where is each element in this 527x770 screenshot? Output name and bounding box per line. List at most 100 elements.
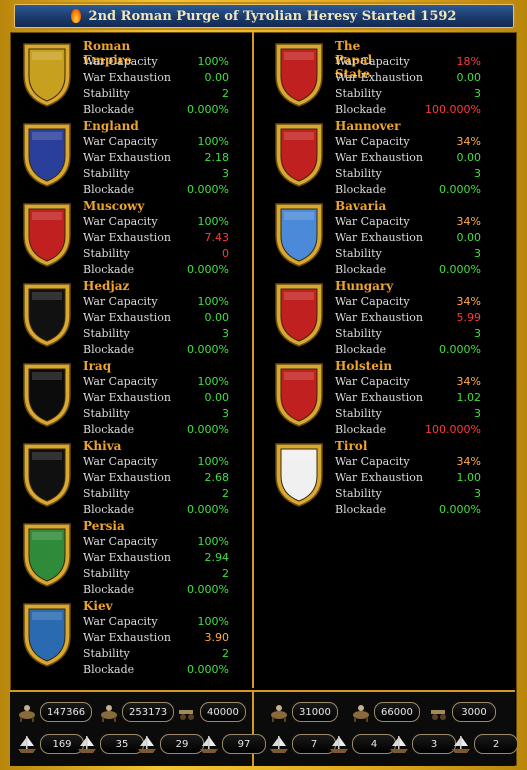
ship-unit[interactable]: 97 <box>198 734 266 754</box>
stability-row: Stability 2 <box>83 647 229 663</box>
stability-row: Stability 0 <box>83 247 229 263</box>
war-exhaustion-row: War Exhaustion 1.02 <box>335 391 481 407</box>
stability-label: Stability <box>83 647 130 660</box>
forces-bar: 147366 253173 40000 169 35 29 97 31000 66000 300… <box>10 690 518 766</box>
country-name[interactable]: The Papal State <box>335 39 373 81</box>
title-plate: 2nd Roman Purge of Tyrolian Heresy Start… <box>11 2 516 30</box>
war-capacity-label: War Capacity <box>83 615 158 628</box>
country-name[interactable]: Hedjaz <box>83 279 130 293</box>
infantry-unit[interactable]: 147366 <box>16 702 93 722</box>
ship-unit[interactable]: 169 <box>16 734 84 754</box>
stability-row: Stability 3 <box>83 167 229 183</box>
war-capacity-row: War Capacity 18% <box>335 55 481 71</box>
blockade-value: 0.000% <box>187 663 229 676</box>
war-capacity-row: War Capacity 34% <box>335 135 481 151</box>
blockade-value: 100.000% <box>425 103 481 116</box>
ship-unit[interactable]: 2 <box>450 734 518 754</box>
war-exhaustion-value: 2.68 <box>204 471 230 484</box>
ship-unit[interactable]: 35 <box>76 734 144 754</box>
war-exhaustion-row: War Exhaustion 0.00 <box>83 71 229 87</box>
war-capacity-value: 100% <box>197 215 229 228</box>
war-exhaustion-label: War Exhaustion <box>83 151 171 164</box>
ship-count: 2 <box>474 734 518 754</box>
double-cross-shield-icon[interactable] <box>270 280 328 348</box>
black-banner-shield-icon[interactable] <box>18 360 76 428</box>
war-capacity-row: War Capacity 100% <box>83 215 229 231</box>
war-capacity-value: 18% <box>456 55 481 68</box>
lion-sun-shield-icon[interactable] <box>18 520 76 588</box>
ship-unit[interactable]: 29 <box>136 734 204 754</box>
blockade-label: Blockade <box>335 343 387 356</box>
ship-unit[interactable]: 3 <box>388 734 456 754</box>
blockade-row: Blockade 0.000% <box>335 263 481 279</box>
infantry-count: 31000 <box>292 702 338 722</box>
blockade-label: Blockade <box>335 423 387 436</box>
country-name[interactable]: Hungary <box>335 279 394 293</box>
red-eagle-shield-icon[interactable] <box>270 440 328 508</box>
stability-row: Stability 3 <box>335 407 481 423</box>
blockade-value: 100.000% <box>425 423 481 436</box>
title-bar: 2nd Roman Purge of Tyrolian Heresy Start… <box>0 0 527 32</box>
war-capacity-row: War Capacity 34% <box>335 455 481 471</box>
war-capacity-row: War Capacity 100% <box>83 615 229 631</box>
war-exhaustion-row: War Exhaustion 0.00 <box>83 311 229 327</box>
warship-icon <box>200 736 218 753</box>
war-capacity-label: War Capacity <box>83 55 158 68</box>
galley-icon <box>18 736 36 753</box>
quartered-lions-shield-icon[interactable] <box>18 120 76 188</box>
country-name[interactable]: Bavaria <box>335 199 387 213</box>
blockade-label: Blockade <box>83 183 135 196</box>
artillery-unit[interactable]: 40000 <box>176 702 246 722</box>
war-exhaustion-label: War Exhaustion <box>335 151 423 164</box>
country-name[interactable]: Holstein <box>335 359 393 373</box>
country-name[interactable]: Iraq <box>83 359 112 373</box>
cavalry-unit[interactable]: 66000 <box>350 702 420 722</box>
war-capacity-row: War Capacity 100% <box>83 55 229 71</box>
blockade-value: 0.000% <box>439 343 481 356</box>
country-name[interactable]: Persia <box>83 519 125 533</box>
stability-row: Stability 3 <box>335 327 481 343</box>
cavalry-icon <box>101 705 117 722</box>
blockade-row: Blockade 0.000% <box>83 663 229 679</box>
war-capacity-row: War Capacity 100% <box>83 375 229 391</box>
blockade-label: Blockade <box>83 503 135 516</box>
country-name[interactable]: Tirol <box>335 439 368 453</box>
country-name[interactable]: Khiva <box>83 439 122 453</box>
stability-label: Stability <box>83 487 130 500</box>
blockade-row: Blockade 100.000% <box>335 423 481 439</box>
stability-row: Stability 3 <box>335 487 481 503</box>
blockade-row: Blockade 100.000% <box>335 103 481 119</box>
cavalry-unit[interactable]: 253173 <box>98 702 175 722</box>
country-name[interactable]: Muscowy <box>83 199 145 213</box>
war-capacity-label: War Capacity <box>335 375 410 388</box>
crescent-shield-icon[interactable] <box>18 440 76 508</box>
country-name[interactable]: Hannover <box>335 119 401 133</box>
saint-shield-icon[interactable] <box>18 600 76 668</box>
st-george-shield-icon[interactable] <box>18 200 76 268</box>
artillery-icon <box>179 710 194 720</box>
lozenge-shield-icon[interactable] <box>270 200 328 268</box>
artillery-unit[interactable]: 3000 <box>428 702 496 722</box>
war-exhaustion-label: War Exhaustion <box>335 471 423 484</box>
war-capacity-value: 34% <box>456 215 481 228</box>
country-name[interactable]: Roman Empire <box>83 39 132 67</box>
crossed-keys-shield-icon[interactable] <box>270 40 328 108</box>
calligraphy-shield-icon[interactable] <box>18 280 76 348</box>
country-name[interactable]: England <box>83 119 139 133</box>
country-name[interactable]: Kiev <box>83 599 113 613</box>
war-capacity-row: War Capacity 100% <box>83 455 229 471</box>
eagle-shield-icon[interactable] <box>18 40 76 108</box>
nettle-leaf-shield-icon[interactable] <box>270 360 328 428</box>
white-horse-shield-icon[interactable] <box>270 120 328 188</box>
ship-count: 97 <box>222 734 266 754</box>
ship-unit[interactable]: 4 <box>328 734 396 754</box>
ship-unit[interactable]: 7 <box>268 734 336 754</box>
infantry-unit[interactable]: 31000 <box>268 702 338 722</box>
stability-row: Stability 3 <box>335 247 481 263</box>
light-ship-icon <box>138 736 156 753</box>
war-capacity-label: War Capacity <box>335 295 410 308</box>
stability-value: 3 <box>222 167 229 180</box>
war-exhaustion-row: War Exhaustion 0.00 <box>83 391 229 407</box>
stability-row: Stability 2 <box>83 567 229 583</box>
stability-value: 3 <box>222 327 229 340</box>
